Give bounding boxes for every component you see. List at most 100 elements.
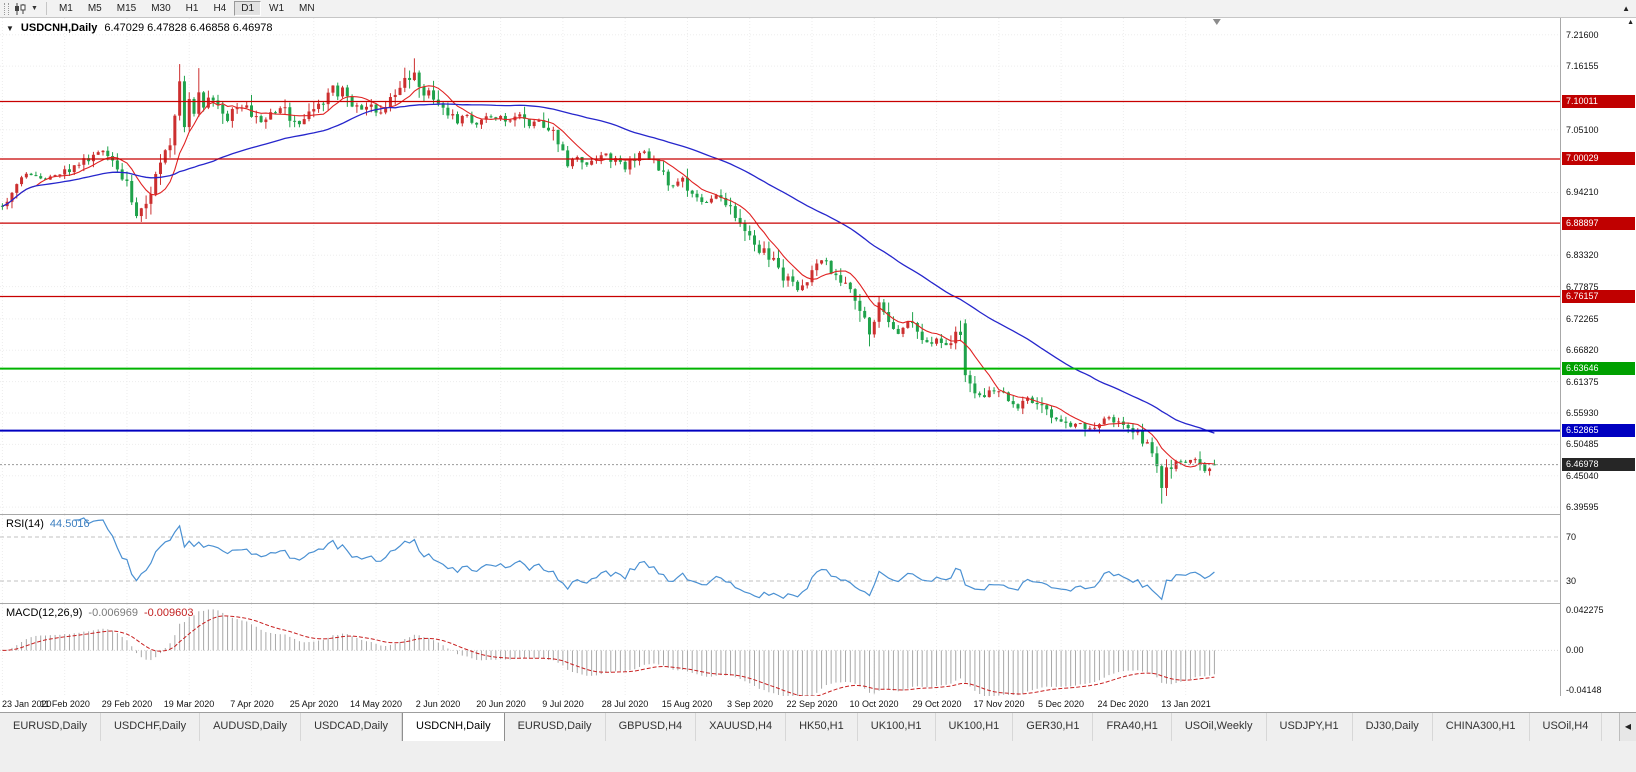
chart-tab-usdcnh-daily[interactable]: USDCNH,Daily <box>402 713 505 741</box>
time-axis-label: 15 Aug 2020 <box>661 699 713 709</box>
macd-axis-label: 0.042275 <box>1566 605 1604 615</box>
toolbar-overflow-icon[interactable]: ▲ <box>1622 4 1630 13</box>
macd-value-main: -0.006969 <box>88 607 138 619</box>
one-click-trading-toggle-icon[interactable]: ▼ <box>6 23 14 33</box>
chart-tab-usdcad-daily[interactable]: USDCAD,Daily <box>301 713 403 741</box>
price-level-badge: 7.00029 <box>1562 152 1635 165</box>
price-axis[interactable]: ▲ 7.21600 7.16155 7.10011 7.05100 7.00029 6.9… <box>1560 18 1636 696</box>
time-axis-label: 2 Jun 2020 <box>415 699 461 709</box>
price-axis-label: 6.66820 <box>1566 345 1599 355</box>
rsi-value: 44.5016 <box>49 518 90 530</box>
chart-tab-xauusd-h4[interactable]: XAUUSD,H4 <box>696 713 787 741</box>
price-axis-label: 6.77875 <box>1566 282 1599 292</box>
tab-scroll-left-button[interactable]: ◀ <box>1619 713 1636 741</box>
chart-tab-usdjpy-h1[interactable]: USDJPY,H1 <box>1266 713 1353 741</box>
time-axis-label: 9 Jul 2020 <box>542 699 584 709</box>
price-axis-label: 6.83320 <box>1566 250 1599 260</box>
price-axis-label: 6.45040 <box>1566 471 1599 481</box>
price-level-badge: 6.88897 <box>1562 217 1635 230</box>
price-axis-label: 6.94210 <box>1566 187 1599 197</box>
timeframe-d1[interactable]: D1 <box>234 1 262 16</box>
chart-tab-usoil-h4[interactable]: USOil,H4 <box>1529 713 1603 741</box>
chart-tab-ger30-h1[interactable]: GER30,H1 <box>1013 713 1094 741</box>
chart-tab-china300-h1[interactable]: CHINA300,H1 <box>1432 713 1530 741</box>
toolbar-separator <box>45 2 47 15</box>
timeframe-toolbar: ▼ M1 M5 M15 M30 H1 H4 D1 W1 MN ▲ <box>0 0 1636 18</box>
time-axis-label: 28 Jul 2020 <box>601 699 649 709</box>
time-axis-label: 24 Dec 2020 <box>1097 699 1149 709</box>
macd-chart[interactable] <box>0 604 1560 696</box>
timeframe-mn[interactable]: MN <box>292 1 322 16</box>
rsi-header: RSI(14) 44.5016 <box>6 518 90 530</box>
price-level-badge: 6.52865 <box>1562 424 1635 437</box>
panel-separator[interactable] <box>0 603 1636 604</box>
time-axis-label: 17 Nov 2020 <box>973 699 1025 709</box>
time-axis-label: 29 Feb 2020 <box>101 699 153 709</box>
time-axis-label: 29 Oct 2020 <box>912 699 962 709</box>
timeframe-w1[interactable]: W1 <box>262 1 291 16</box>
time-axis-label: 14 May 2020 <box>349 699 403 709</box>
chart-tab-uk100-h1[interactable]: UK100,H1 <box>935 713 1014 741</box>
bottom-filler <box>0 741 1636 772</box>
chart-tab-usoil-weekly[interactable]: USOil,Weekly <box>1171 713 1267 741</box>
chart-tab-dj30-daily[interactable]: DJ30,Daily <box>1352 713 1433 741</box>
chart-tab-gbpusd-h4[interactable]: GBPUSD,H4 <box>605 713 697 741</box>
chart-tab-hk50-h1[interactable]: HK50,H1 <box>786 713 858 741</box>
axis-marker-icon: ▲ <box>1627 19 1634 26</box>
price-axis-label: 6.72265 <box>1566 314 1599 324</box>
time-axis-label: 19 Mar 2020 <box>163 699 215 709</box>
current-price-badge: 6.46978 <box>1562 458 1635 471</box>
time-axis-label: 11 Feb 2020 <box>40 699 90 709</box>
chart-tab-fra40-h1[interactable]: FRA40,H1 <box>1093 713 1172 741</box>
time-axis-label: 20 Jun 2020 <box>476 699 526 709</box>
time-axis-label: 7 Apr 2020 <box>230 699 274 709</box>
candlestick-chart-icon[interactable] <box>13 2 27 15</box>
timeframe-m1[interactable]: M1 <box>52 1 80 16</box>
timeframe-m30[interactable]: M30 <box>144 1 177 16</box>
timeframe-m5[interactable]: M5 <box>81 1 109 16</box>
rsi-panel: RSI(14) 44.5016 <box>0 515 1560 603</box>
time-axis-label: 5 Dec 2020 <box>1037 699 1085 709</box>
price-axis-label: 7.21600 <box>1566 30 1599 40</box>
rsi-axis-label: 30 <box>1566 576 1577 586</box>
timeframe-h1[interactable]: H1 <box>179 1 206 16</box>
timeframe-m15[interactable]: M15 <box>110 1 143 16</box>
price-axis-label: 7.05100 <box>1566 125 1599 135</box>
chevron-down-icon[interactable]: ▼ <box>31 5 38 12</box>
chart-ohlc-values: 6.47029 6.47828 6.46858 6.46978 <box>104 22 273 34</box>
chart-tab-audusd-daily[interactable]: AUDUSD,Daily <box>200 713 302 741</box>
macd-axis-label: -0.04148 <box>1566 685 1602 695</box>
rsi-chart[interactable] <box>0 515 1560 603</box>
rsi-axis-label: 70 <box>1566 532 1577 542</box>
time-axis-label: 10 Oct 2020 <box>849 699 899 709</box>
toolbar-grip[interactable] <box>4 2 9 15</box>
macd-label: MACD(12,26,9) <box>6 607 83 619</box>
chart-tab-uk100-h1[interactable]: UK100,H1 <box>857 713 936 741</box>
time-axis[interactable]: 23 Jan 2020 11 Feb 2020 29 Feb 2020 19 Mar … <box>0 696 1636 712</box>
chart-tab-eurusd-daily[interactable]: EURUSD,Daily <box>0 713 101 741</box>
time-axis-label: 13 Jan 2021 <box>1161 699 1211 709</box>
time-axis-label: 25 Apr 2020 <box>289 699 339 709</box>
chart-header: ▼ USDCNH,Daily 6.47029 6.47828 6.46858 6… <box>6 22 273 34</box>
timeframe-h4[interactable]: H4 <box>206 1 233 16</box>
price-axis-label: 7.16155 <box>1566 61 1599 71</box>
chart-tabs-bar: EURUSD,Daily USDCHF,Daily AUDUSD,Daily USDC… <box>0 712 1636 741</box>
price-axis-label: 6.50485 <box>1566 439 1599 449</box>
macd-axis-label: 0.00 <box>1566 645 1584 655</box>
candlestick-chart[interactable] <box>0 18 1560 514</box>
price-level-badge: 7.10011 <box>1562 95 1635 108</box>
macd-header: MACD(12,26,9) -0.006969 -0.009603 <box>6 607 194 619</box>
price-panel: ▼ USDCNH,Daily 6.47029 6.47828 6.46858 6… <box>0 18 1560 514</box>
macd-value-signal: -0.009603 <box>143 607 194 619</box>
macd-panel: MACD(12,26,9) -0.006969 -0.009603 <box>0 604 1560 696</box>
candlestick-glyph <box>15 2 26 15</box>
price-level-badge: 6.76157 <box>1562 290 1635 303</box>
panel-separator[interactable] <box>0 514 1636 515</box>
price-level-badge: 6.63646 <box>1562 362 1635 375</box>
time-axis-label: 23 Jan 2020 <box>2 699 52 709</box>
chart-tab-eurusd-daily[interactable]: EURUSD,Daily <box>504 713 606 741</box>
price-axis-label: 6.61375 <box>1566 377 1599 387</box>
chart-tab-usdchf-daily[interactable]: USDCHF,Daily <box>100 713 201 741</box>
time-axis-label: 22 Sep 2020 <box>786 699 838 709</box>
